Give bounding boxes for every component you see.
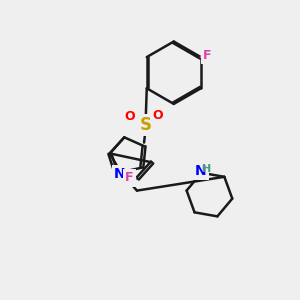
Text: O: O [125, 110, 135, 123]
Text: H: H [202, 164, 211, 174]
Text: S: S [140, 116, 152, 134]
Text: N: N [114, 167, 126, 181]
Text: N: N [195, 164, 207, 178]
Text: F: F [125, 171, 134, 184]
Text: O: O [153, 109, 163, 122]
Text: F: F [203, 49, 212, 62]
